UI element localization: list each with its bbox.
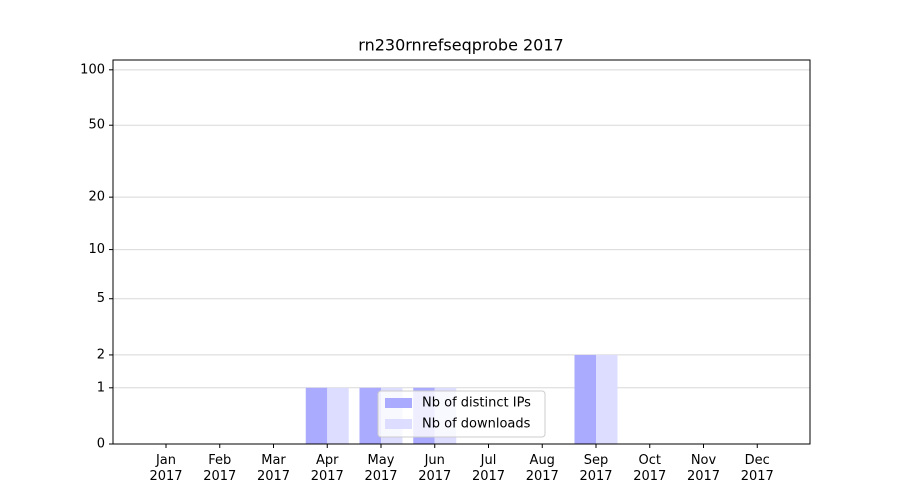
legend-label: Nb of distinct IPs (422, 396, 531, 411)
plot-frame (112, 59, 811, 445)
x-tick-label: Apr 2017 (310, 453, 344, 484)
x-tick-label: Sep 2017 (579, 453, 613, 484)
x-tick-label: Jan 2017 (149, 453, 183, 484)
x-tick-label: Jul 2017 (471, 453, 506, 484)
x-tick-label: May 2017 (364, 453, 398, 484)
x-tick-label: Oct 2017 (633, 453, 667, 484)
legend-box (377, 390, 546, 438)
x-tick-label: Jun 2017 (418, 453, 452, 484)
bar (359, 387, 381, 444)
y-tick-label: 50 (88, 118, 105, 133)
legend-swatch (385, 419, 412, 429)
y-tick-label: 10 (88, 242, 105, 257)
y-tick-label: 0 (97, 437, 105, 452)
bar (574, 354, 596, 444)
chart-title: rn230rnrefseqprobe 2017 (358, 36, 563, 55)
y-tick-label: 1 (97, 380, 105, 395)
y-tick-label: 100 (80, 62, 105, 77)
y-tick-label: 2 (97, 347, 105, 362)
y-tick-label: 5 (97, 291, 105, 306)
legend-swatch (385, 398, 412, 408)
bar (327, 387, 349, 444)
bar (305, 387, 328, 444)
x-tick-label: Mar 2017 (256, 453, 291, 484)
x-tick-label: Feb 2017 (203, 453, 237, 484)
x-tick-label: Nov 2017 (686, 453, 721, 484)
legend: Nb of distinct IPs Nb of downloads (377, 390, 546, 438)
x-tick-label: Aug 2017 (525, 453, 559, 484)
legend-label: Nb of downloads (422, 417, 531, 432)
x-tick-label: Dec 2017 (740, 453, 774, 484)
y-tick-label: 20 (88, 190, 105, 205)
bar (596, 354, 618, 444)
